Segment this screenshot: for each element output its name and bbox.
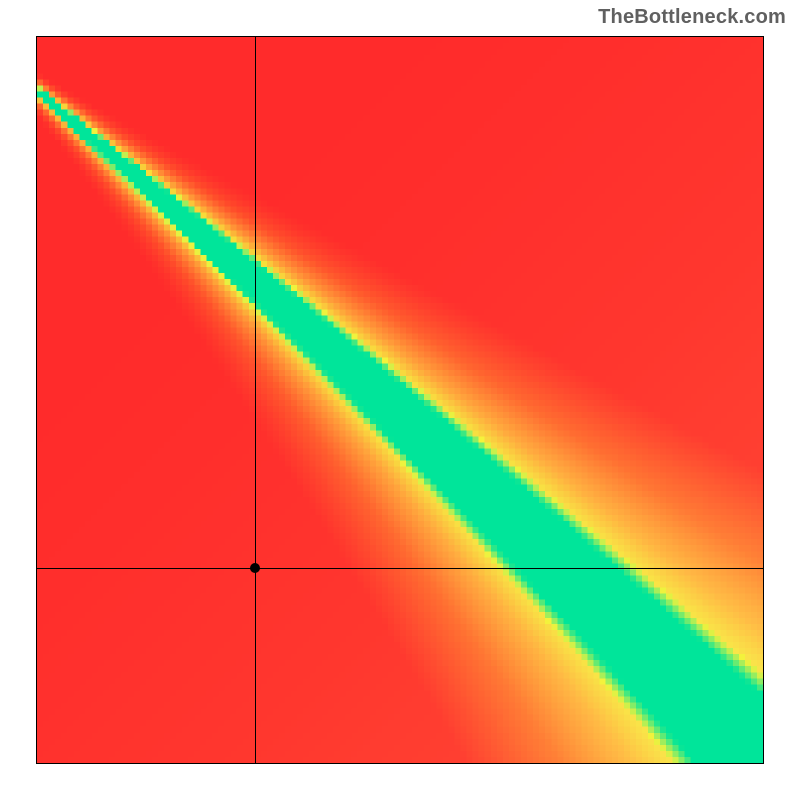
- crosshair-marker-dot: [250, 563, 260, 573]
- crosshair-vertical-line: [255, 37, 256, 763]
- heatmap-canvas: [37, 37, 763, 763]
- heatmap-plot-frame: [36, 36, 764, 764]
- watermark-text: TheBottleneck.com: [598, 6, 786, 29]
- crosshair-horizontal-line: [37, 568, 763, 569]
